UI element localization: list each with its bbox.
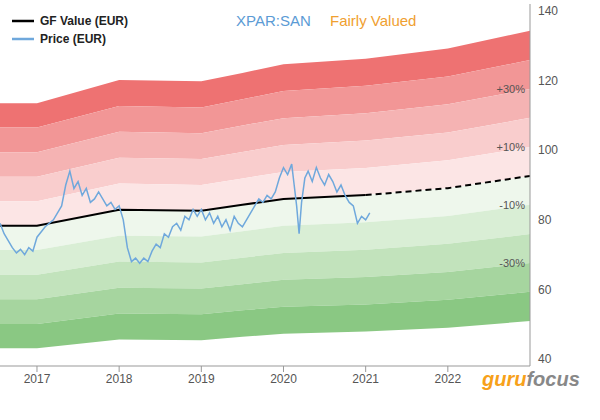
svg-text:2021: 2021 xyxy=(352,372,379,386)
svg-text:2017: 2017 xyxy=(24,372,51,386)
html-text:XPAR:SAN: XPAR:SAN xyxy=(236,12,311,29)
svg-text:60: 60 xyxy=(538,283,552,297)
svg-text:120: 120 xyxy=(538,74,558,88)
svg-text:40: 40 xyxy=(538,352,552,366)
svg-text:-30%: -30% xyxy=(499,257,525,269)
svg-text:+10%: +10% xyxy=(497,141,526,153)
svg-text:2019: 2019 xyxy=(188,372,215,386)
svg-text:140: 140 xyxy=(538,4,558,18)
html-text:guru focus: guru focus xyxy=(482,368,580,390)
svg-text:100: 100 xyxy=(538,143,558,157)
svg-text:+30%: +30% xyxy=(497,83,526,95)
html-text:GF Value (EUR): GF Value (EUR) xyxy=(40,14,128,28)
html-text:Fairly Valued: Fairly Valued xyxy=(330,12,417,29)
svg-text:2018: 2018 xyxy=(106,372,133,386)
html-text:Price (EUR): Price (EUR) xyxy=(40,32,106,46)
svg-text:2020: 2020 xyxy=(270,372,297,386)
svg-text:2022: 2022 xyxy=(434,372,461,386)
svg-text:-10%: -10% xyxy=(499,199,525,211)
svg-text:80: 80 xyxy=(538,213,552,227)
